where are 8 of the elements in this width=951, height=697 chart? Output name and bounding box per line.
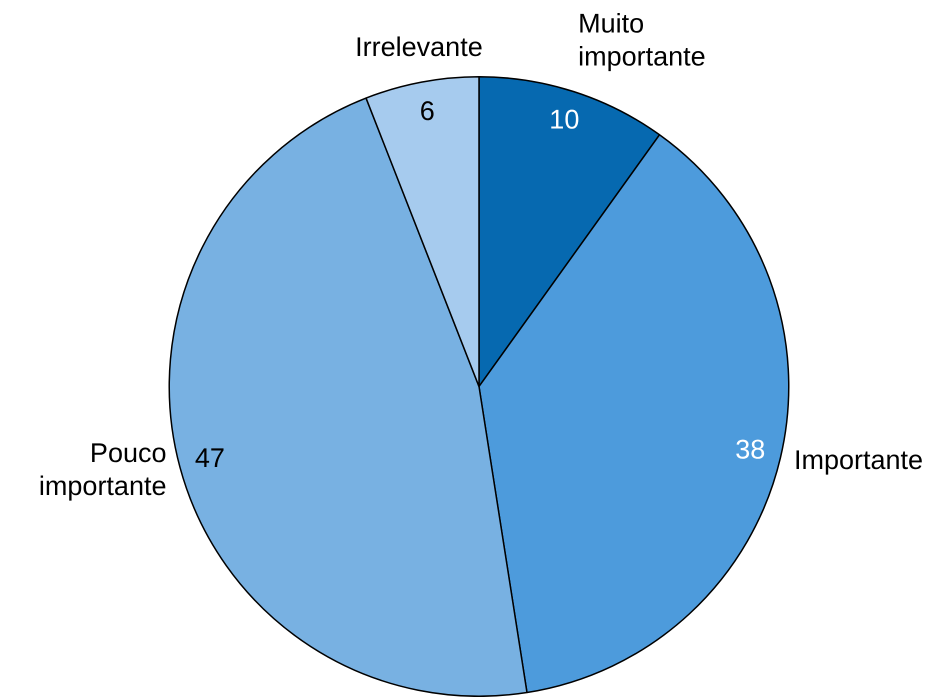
data-label: 6 (420, 96, 435, 126)
slice-label: Importante (794, 444, 924, 475)
slice-label: Pouco importante (38, 438, 166, 502)
slice-label: Muito importante (578, 8, 706, 72)
data-label: 47 (194, 442, 225, 473)
slice-label: Irrelevante (355, 32, 483, 62)
data-label: 38 (735, 434, 766, 464)
data-label: 10 (549, 104, 580, 135)
